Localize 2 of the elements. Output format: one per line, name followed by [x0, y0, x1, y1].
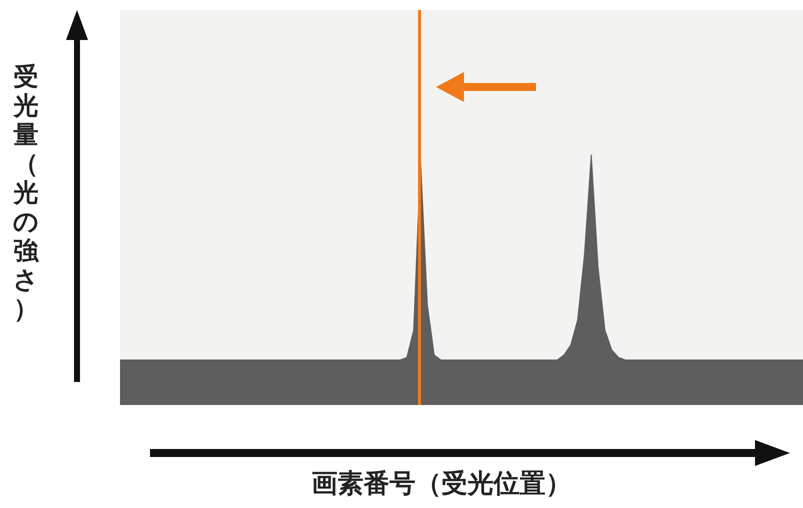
- x-axis-title: 画素番号（受光位置）: [310, 468, 572, 501]
- text: 受光量（光の強さ）: [13, 62, 39, 323]
